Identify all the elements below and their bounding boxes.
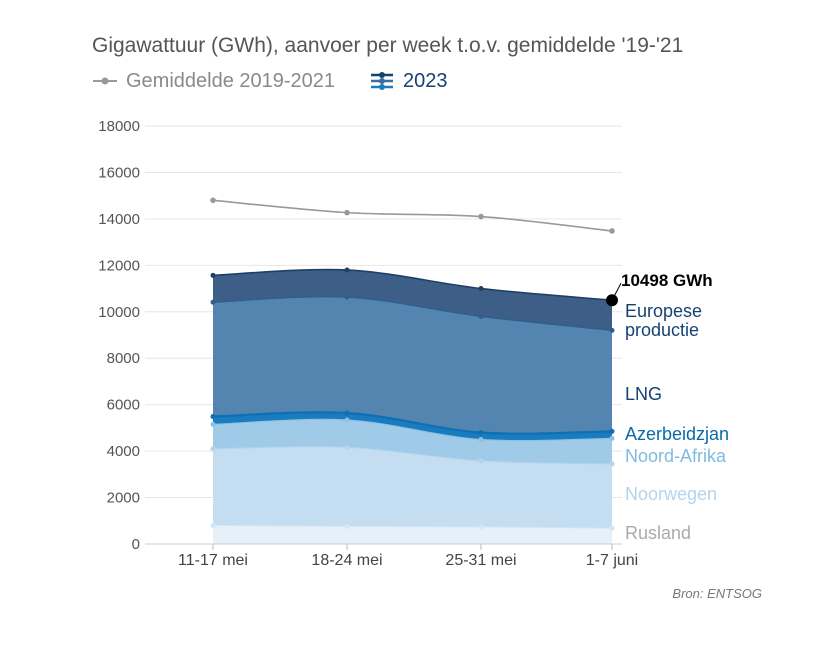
point-average-1 [344, 209, 350, 216]
source-note: Bron: ENTSOG [672, 586, 762, 601]
point-lng-0 [210, 299, 216, 305]
legend-label-2023: 2023 [403, 69, 448, 92]
area-rusland [213, 525, 612, 544]
legend-item-2023[interactable]: 2023 [369, 70, 448, 93]
area-layers [213, 269, 612, 544]
point-rusland-0 [210, 522, 216, 528]
point-azerbeidzjan-1 [344, 410, 350, 416]
y-tick-6000: 6000 [107, 397, 140, 414]
area-noorwegen [213, 446, 612, 529]
point-europese-productie-1 [344, 267, 350, 273]
point-noorwegen-2 [478, 458, 484, 464]
y-axis: 0 2000 4000 6000 8000 10000 12000 14000 16000 180… [98, 118, 140, 553]
area-lng [213, 296, 612, 434]
point-azerbeidzjan-2 [478, 430, 484, 436]
area-europese-productie [213, 269, 612, 331]
legend-label-average: Gemiddelde 2019-2021 [126, 69, 336, 92]
y-tick-14000: 14000 [98, 211, 140, 228]
point-lng-3 [609, 327, 615, 333]
y-tick-12000: 12000 [98, 257, 140, 274]
stacked-lines-icon [371, 72, 394, 90]
series-label-azerbeidzjan: Azerbeidzjan [625, 424, 729, 444]
line-average [212, 199, 613, 232]
point-lng-1 [344, 294, 350, 300]
y-tick-0: 0 [132, 536, 140, 553]
point-average-0 [210, 197, 216, 204]
point-azerbeidzjan-0 [210, 414, 216, 420]
point-europese-productie-2 [478, 286, 484, 292]
point-noorwegen-3 [609, 461, 615, 467]
line-lng [212, 295, 613, 332]
area-noord-afrika [213, 419, 612, 464]
x-tick-label-3: 1-7 juni [586, 552, 638, 569]
point-rusland-2 [478, 524, 484, 530]
y-tick-8000: 8000 [107, 350, 140, 367]
line-noord-afrika [212, 418, 613, 442]
line-europese-productie [212, 268, 613, 302]
point-noord-afrika-3 [609, 435, 615, 441]
line-rusland [212, 524, 613, 529]
legend-item-average[interactable]: Gemiddelde 2019-2021 [92, 70, 335, 93]
x-tick-label-1: 18-24 mei [311, 552, 382, 569]
series-lines [210, 197, 615, 531]
series-label-europese-productie-0: Europese [625, 301, 702, 321]
x-axis: 11-17 mei 18-24 mei 25-31 mei 1-7 juni [145, 543, 638, 569]
y-tick-10000: 10000 [98, 304, 140, 321]
point-average-2 [478, 213, 484, 220]
y-tick-2000: 2000 [107, 490, 140, 507]
series-label-noorwegen: Noorwegen [625, 484, 717, 504]
chart-title: Gigawattuur (GWh), aanvoer per week t.o.… [92, 34, 684, 57]
point-noord-afrika-1 [344, 417, 350, 423]
point-average-3 [609, 228, 615, 234]
line-noorwegen [212, 446, 613, 465]
point-noord-afrika-0 [210, 421, 216, 427]
series-label-europese-productie-1: productie [625, 320, 699, 340]
series-labels: Rusland Noorwegen Noord-AfrikaAzerbeidzjan… [625, 301, 729, 543]
point-rusland-3 [609, 525, 615, 531]
point-noorwegen-1 [344, 444, 350, 450]
callout-label: 10498 GWh [621, 271, 713, 290]
line-azerbeidzjan [212, 411, 613, 435]
y-tick-16000: 16000 [98, 164, 140, 181]
x-tick-label-0: 11-17 mei [178, 552, 248, 569]
y-tick-18000: 18000 [98, 118, 140, 135]
point-noord-afrika-2 [478, 437, 484, 442]
series-label-rusland: Rusland [625, 523, 691, 543]
point-azerbeidzjan-3 [609, 428, 615, 434]
point-noorwegen-0 [210, 446, 216, 452]
chart-legend: Gemiddelde 2019-2021 2023 [92, 68, 482, 94]
point-europese-productie-0 [210, 272, 216, 278]
series-label-noord-afrika: Noord-Afrika [625, 446, 727, 466]
x-tick-label-2: 25-31 mei [445, 552, 516, 569]
point-lng-2 [478, 313, 484, 319]
value-callout: 10498 GWh [606, 271, 713, 307]
y-tick-4000: 4000 [107, 443, 140, 460]
callout-dot [606, 294, 618, 307]
point-rusland-1 [344, 523, 350, 529]
average-line-icon [93, 77, 117, 85]
series-label-lng: LNG [625, 384, 662, 404]
